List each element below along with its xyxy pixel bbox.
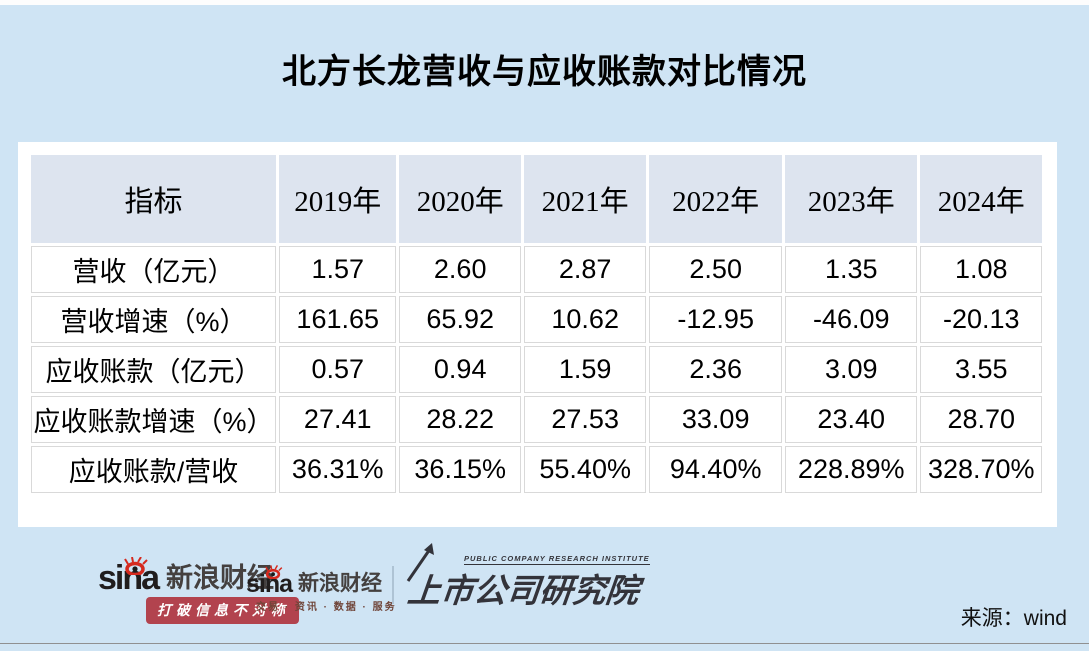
top-white-strip: [0, 0, 1089, 5]
sina-services-text: 交易 · 资讯 · 数据 · 服务: [256, 602, 397, 613]
column-header-2020: 2020年: [399, 155, 521, 243]
table-row-receivables-growth: 应收账款增速（%） 27.41 28.22 27.53 33.09 23.40 …: [31, 396, 1042, 443]
cell-value: -46.09: [784, 296, 918, 343]
data-table: 指标 2019年 2020年 2021年 2022年 2023年 2024年 营…: [28, 152, 1045, 496]
cell-value: 0.57: [278, 346, 397, 393]
sina-wordmark: sina: [246, 560, 293, 597]
cell-value: 33.09: [649, 396, 782, 443]
table-row-receivables: 应收账款（亿元） 0.57 0.94 1.59 2.36 3.09 3.55: [31, 346, 1042, 393]
cell-value: 65.92: [399, 296, 521, 343]
cell-value: 36.31%: [278, 446, 397, 493]
cell-value: -12.95: [649, 296, 782, 343]
sina-finance-logo-main: sina 新浪财经 打破信息不对称: [98, 551, 299, 624]
sina-eye-icon: [265, 560, 284, 582]
cell-value: 3.55: [920, 346, 1042, 393]
cell-value: 28.70: [920, 396, 1042, 443]
sina-wordmark: sina: [98, 549, 160, 595]
column-header-2024: 2024年: [920, 155, 1042, 243]
sina-brand-text: 新浪财经: [166, 563, 275, 593]
cell-value: 1.08: [920, 246, 1042, 293]
cell-value: 28.22: [399, 396, 521, 443]
cell-value: 0.94: [399, 346, 521, 393]
cell-value: 328.70%: [920, 446, 1042, 493]
column-header-indicator: 指标: [31, 155, 276, 243]
cell-value: 228.89%: [784, 446, 918, 493]
institute-chinese-name: 上市公司研究院: [405, 572, 641, 609]
research-institute-logo: PUBLIC COMPANY RESEARCH INSTITUTE 上市公司研究…: [405, 543, 650, 612]
source-label: 来源：wind: [960, 607, 1067, 630]
cell-value: 2.60: [399, 246, 521, 293]
cell-value: 27.53: [523, 396, 647, 443]
institute-english-name: PUBLIC COMPANY RESEARCH INSTITUTE: [464, 554, 650, 565]
page-title: 北方长龙营收与应收账款对比情况: [282, 53, 807, 91]
sina-slogan-badge: 打破信息不对称: [146, 597, 299, 624]
cell-value: 1.57: [278, 246, 397, 293]
sina-brand-text: 新浪财经: [298, 572, 383, 595]
table-row-revenue-growth: 营收增速（%） 161.65 65.92 10.62 -12.95 -46.09…: [31, 296, 1042, 343]
cell-value: 27.41: [278, 396, 397, 443]
sina-eye-icon: [124, 549, 150, 579]
cell-value: 2.36: [649, 346, 782, 393]
logo-divider: [392, 566, 394, 604]
row-label: 应收账款（亿元）: [31, 346, 276, 393]
cell-value: 1.59: [523, 346, 647, 393]
column-header-2019: 2019年: [278, 155, 397, 243]
bottom-divider-line: [0, 643, 1089, 644]
cell-value: 3.09: [784, 346, 918, 393]
row-label: 营收增速（%）: [31, 296, 276, 343]
sina-finance-logo-small: sina 新浪财经 交易 · 资讯 · 数据 · 服务: [246, 563, 397, 613]
table-row-receivables-to-revenue: 应收账款/营收 36.31% 36.15% 55.40% 94.40% 228.…: [31, 446, 1042, 493]
cell-value: 2.50: [649, 246, 782, 293]
cell-value: 161.65: [278, 296, 397, 343]
cell-value: -20.13: [920, 296, 1042, 343]
table-row-revenue: 营收（亿元） 1.57 2.60 2.87 2.50 1.35 1.08: [31, 246, 1042, 293]
cell-value: 94.40%: [649, 446, 782, 493]
table-panel: 指标 2019年 2020年 2021年 2022年 2023年 2024年 营…: [18, 142, 1057, 527]
arrow-icon: [402, 543, 436, 588]
cell-value: 10.62: [523, 296, 647, 343]
row-label: 应收账款增速（%）: [31, 396, 276, 443]
cell-value: 23.40: [784, 396, 918, 443]
cell-value: 55.40%: [523, 446, 647, 493]
column-header-2022: 2022年: [649, 155, 782, 243]
cell-value: 2.87: [523, 246, 647, 293]
cell-value: 1.35: [784, 246, 918, 293]
column-header-2023: 2023年: [784, 155, 918, 243]
cell-value: 36.15%: [399, 446, 521, 493]
row-label: 营收（亿元）: [31, 246, 276, 293]
column-header-2021: 2021年: [523, 155, 647, 243]
table-header-row: 指标 2019年 2020年 2021年 2022年 2023年 2024年: [31, 155, 1042, 243]
row-label: 应收账款/营收: [31, 446, 276, 493]
